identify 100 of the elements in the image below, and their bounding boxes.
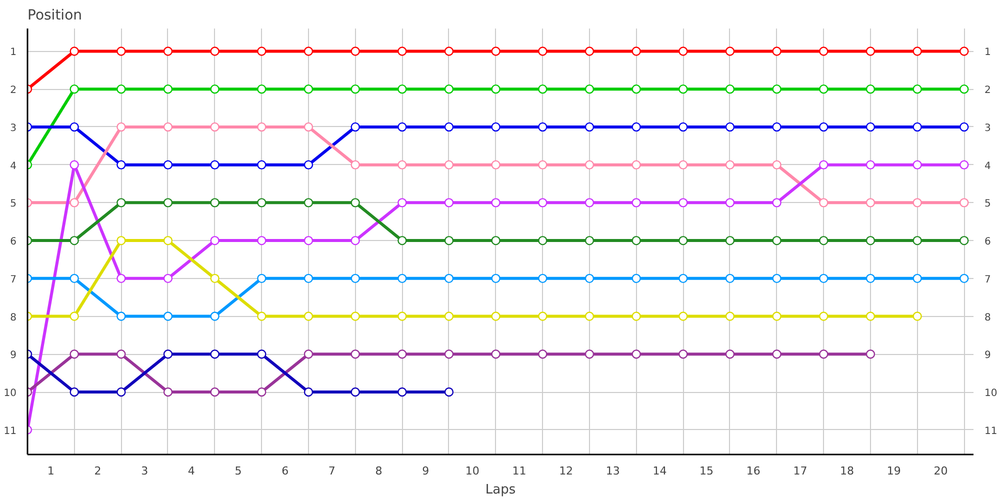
point	[491, 160, 500, 170]
point	[444, 387, 454, 397]
point	[444, 84, 454, 94]
x-tick-label: 19	[886, 464, 901, 478]
y-tick-label: 7	[10, 274, 17, 286]
point	[70, 274, 79, 284]
point	[584, 46, 594, 56]
y-axis-title: Position	[28, 8, 82, 24]
point	[866, 350, 876, 359]
point	[304, 160, 314, 170]
y2-tick-label: 2	[984, 85, 991, 96]
point	[163, 198, 173, 208]
point	[538, 236, 548, 246]
point	[866, 198, 876, 208]
point	[350, 312, 360, 321]
y-tick-label: 2	[10, 85, 17, 96]
y2-tick-label: 10	[984, 388, 998, 400]
point	[725, 350, 735, 359]
point	[725, 236, 735, 246]
point	[304, 274, 314, 284]
y-tick-label: 5	[10, 198, 17, 210]
point	[538, 312, 548, 321]
point	[584, 236, 594, 246]
point	[866, 122, 876, 132]
y2-tick-label: 8	[984, 312, 991, 324]
point	[304, 387, 314, 397]
point	[350, 160, 360, 170]
point	[819, 312, 828, 321]
point	[491, 312, 500, 321]
point	[912, 198, 922, 208]
point	[444, 122, 454, 132]
point	[163, 84, 173, 94]
point	[819, 160, 828, 170]
x-tick-label: 15	[700, 464, 714, 478]
point	[912, 46, 922, 56]
point	[70, 122, 79, 132]
point	[632, 122, 641, 132]
point	[819, 350, 828, 359]
point	[584, 198, 594, 208]
point	[398, 350, 407, 359]
point	[772, 274, 782, 284]
point	[350, 236, 360, 246]
point	[444, 274, 454, 284]
y2-tick-label: 9	[984, 350, 991, 362]
point	[584, 312, 594, 321]
x-tick-label: 5	[234, 464, 242, 478]
point	[866, 236, 876, 246]
point	[444, 312, 454, 321]
point	[678, 46, 688, 56]
y2-tick-label: 1	[984, 47, 991, 58]
x-tick-label: 14	[652, 464, 667, 478]
point	[538, 350, 548, 359]
point	[725, 312, 735, 321]
point	[912, 122, 922, 132]
point	[350, 122, 360, 132]
point	[398, 274, 407, 284]
point	[491, 274, 500, 284]
point	[210, 46, 220, 56]
point	[304, 46, 314, 56]
point	[70, 312, 79, 321]
point	[960, 274, 969, 284]
point	[116, 160, 126, 170]
point	[632, 312, 641, 321]
point	[772, 160, 782, 170]
point	[678, 122, 688, 132]
point	[538, 84, 548, 94]
y2-tick-label: 5	[984, 198, 991, 210]
point	[304, 350, 314, 359]
point	[725, 122, 735, 132]
point	[772, 46, 782, 56]
point	[304, 236, 314, 246]
point	[491, 122, 500, 132]
point	[398, 84, 407, 94]
point	[398, 236, 407, 246]
point	[398, 122, 407, 132]
point	[912, 160, 922, 170]
point	[632, 84, 641, 94]
point	[350, 387, 360, 397]
point	[960, 160, 969, 170]
point	[163, 350, 173, 359]
point	[678, 350, 688, 359]
point	[538, 160, 548, 170]
point	[70, 46, 79, 56]
point	[70, 160, 79, 170]
point	[116, 387, 126, 397]
point	[163, 122, 173, 132]
point	[350, 84, 360, 94]
point	[866, 84, 876, 94]
point	[960, 46, 969, 56]
point	[584, 274, 594, 284]
point	[210, 387, 220, 397]
point	[444, 236, 454, 246]
point	[725, 198, 735, 208]
point	[819, 84, 828, 94]
point	[257, 387, 266, 397]
point	[350, 350, 360, 359]
point	[678, 160, 688, 170]
y-tick-label: 4	[10, 160, 17, 172]
point	[70, 84, 79, 94]
x-axis-title: Laps	[485, 482, 516, 498]
